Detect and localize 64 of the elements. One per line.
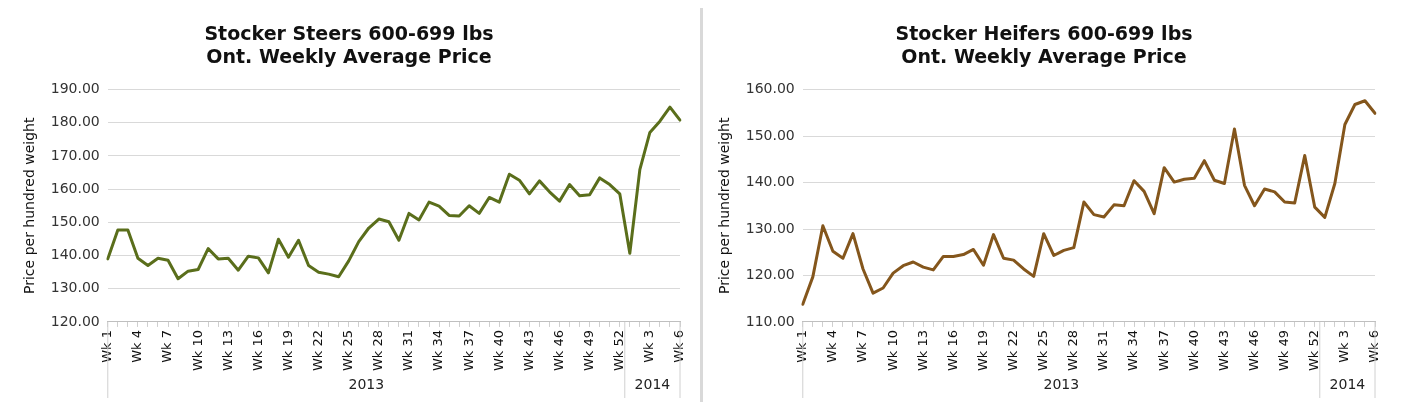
y-tick-label: 130.00 xyxy=(50,279,100,296)
y-tick-label: 190.00 xyxy=(50,80,100,97)
chart-title: Stocker Steers 600-699 lbs xyxy=(204,22,494,45)
text: 2013 xyxy=(348,375,385,392)
x-tick-label: Wk 37 xyxy=(460,329,476,372)
x-tick-label: Wk 49 xyxy=(1276,329,1292,372)
x-tick-label: Wk 19 xyxy=(974,329,990,372)
y-tick-label: 120.00 xyxy=(50,312,100,329)
x-tick-label: Wk 1 xyxy=(794,329,810,363)
chart-subtitle: Ont. Weekly Average Price xyxy=(206,45,492,68)
x-tick-label: Wk 4 xyxy=(824,329,840,363)
y-tick-label: 150.00 xyxy=(745,126,795,143)
x-tick-label: Wk 46 xyxy=(1245,329,1261,372)
x-tick-label: Wk 34 xyxy=(1125,329,1141,372)
x-tick-label: Wk 13 xyxy=(219,329,235,372)
x-tick-label: Wk 10 xyxy=(189,329,205,372)
x-tick-label: Wk 34 xyxy=(430,329,446,372)
x-tick-label: Wk 16 xyxy=(944,329,960,372)
text: 2013 xyxy=(1043,375,1080,392)
text: 2014 xyxy=(634,375,671,392)
y-tick-label: 160.00 xyxy=(745,80,795,97)
x-tick-label: Wk 22 xyxy=(309,329,325,372)
chart-title: Stocker Heifers 600-699 lbs xyxy=(895,22,1193,45)
x-tick-label: Wk 43 xyxy=(1215,329,1231,372)
x-tick-label: Wk 1 xyxy=(99,329,115,363)
y-tick-label: 110.00 xyxy=(745,312,795,329)
y-tick-label: 130.00 xyxy=(745,219,795,236)
x-tick-label: Wk 31 xyxy=(1095,329,1111,372)
x-tick-label: Wk 25 xyxy=(340,329,356,372)
x-tick-label: Wk 6 xyxy=(671,329,687,363)
y-tick-label: 180.00 xyxy=(50,113,100,130)
x-tick-label: Wk 46 xyxy=(550,329,566,372)
x-tick-label: Wk 28 xyxy=(370,329,386,372)
x-tick-label: Wk 6 xyxy=(1366,329,1382,363)
y-tick-label: 170.00 xyxy=(50,146,100,163)
x-tick-label: Wk 10 xyxy=(884,329,900,372)
x-tick-label: Wk 22 xyxy=(1004,329,1020,372)
y-tick-label: 140.00 xyxy=(50,246,100,263)
x-tick-label: Wk 19 xyxy=(279,329,295,372)
x-tick-label: Wk 52 xyxy=(611,329,627,372)
x-tick-label: Wk 28 xyxy=(1065,329,1081,372)
y-axis-title: Price per hundred weight xyxy=(21,117,38,294)
y-axis-title: Price per hundred weight xyxy=(716,117,733,294)
x-tick-label: Wk 40 xyxy=(490,329,506,372)
x-tick-label: Wk 16 xyxy=(249,329,265,372)
y-tick-label: 150.00 xyxy=(50,213,100,230)
x-tick-label: Wk 3 xyxy=(1336,329,1352,363)
text: 2014 xyxy=(1329,375,1366,392)
y-tick-label: 160.00 xyxy=(50,179,100,196)
x-tick-label: Wk 43 xyxy=(520,329,536,372)
x-tick-label: Wk 52 xyxy=(1306,329,1322,372)
x-tick-label: Wk 7 xyxy=(159,329,175,363)
x-tick-label: Wk 3 xyxy=(641,329,657,363)
x-tick-label: Wk 37 xyxy=(1155,329,1171,372)
y-tick-label: 140.00 xyxy=(745,173,795,190)
x-tick-label: Wk 7 xyxy=(854,329,870,363)
x-tick-label: Wk 25 xyxy=(1035,329,1051,372)
x-tick-label: Wk 4 xyxy=(129,329,145,363)
x-tick-label: Wk 49 xyxy=(581,329,597,372)
x-tick-label: Wk 40 xyxy=(1185,329,1201,372)
x-tick-label: Wk 31 xyxy=(400,329,416,372)
chart-subtitle: Ont. Weekly Average Price xyxy=(901,45,1187,68)
x-tick-label: Wk 13 xyxy=(914,329,930,372)
y-tick-label: 120.00 xyxy=(745,266,795,283)
